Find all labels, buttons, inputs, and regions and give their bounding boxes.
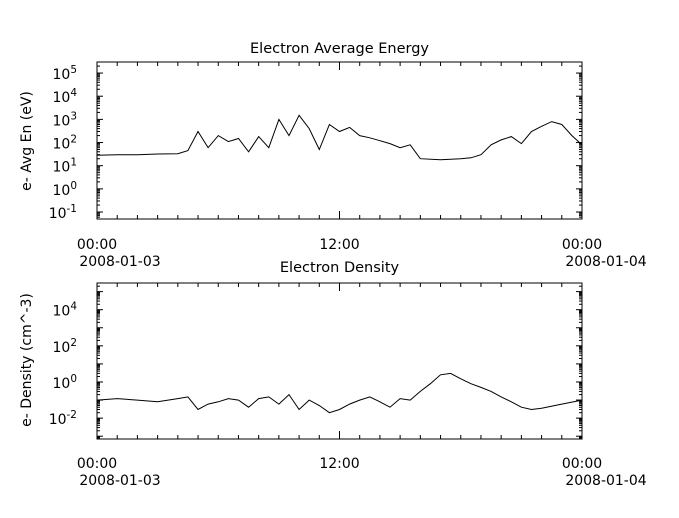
density-panel-x-tick-label-mid: 12:00 — [319, 456, 359, 472]
energy-panel-y-tick-base: 10 — [52, 113, 70, 129]
density-panel-y-tick-label: 100 — [52, 373, 77, 392]
energy-panel-x-tick-date-start: 2008-01-03 — [79, 254, 160, 270]
energy-panel-title: Electron Average Energy — [250, 41, 429, 57]
density-panel: Electron Density e- Density (cm^-3) 10-2… — [19, 260, 647, 489]
density-panel-frame — [96, 282, 583, 440]
energy-panel-x-tick-date-end: 2008-01-04 — [565, 254, 646, 270]
density-panel-y-tick-exponent: 4 — [70, 301, 77, 313]
energy-panel-x-axis — [96, 62, 583, 219]
energy-panel-y-tick-base: 10 — [52, 90, 70, 106]
energy-panel-y-tick-base: 10 — [49, 206, 67, 222]
density-series-line — [96, 372, 583, 414]
energy-panel-y-tick-label: 101 — [52, 157, 77, 176]
energy-panel-x-tick-labels: 00:00 2008-01-03 12:00 00:00 2008-01-04 — [77, 237, 647, 270]
density-panel-title: Electron Density — [280, 260, 400, 276]
energy-panel-y-tick-exponent: 0 — [70, 180, 77, 192]
energy-panel-y-tick-exponent: -1 — [67, 203, 77, 215]
energy-panel: Electron Average Energy e- Avg En (eV) 1… — [19, 41, 647, 270]
energy-panel-y-tick-exponent: 5 — [70, 64, 77, 76]
energy-panel-y-tick-base: 10 — [52, 67, 70, 83]
energy-series-line — [96, 114, 583, 161]
energy-panel-y-tick-label: 100 — [52, 180, 77, 199]
energy-panel-y-tick-exponent: 1 — [70, 157, 77, 169]
density-panel-y-tick-base: 10 — [52, 340, 70, 356]
density-panel-y-tick-base: 10 — [49, 412, 67, 428]
energy-panel-y-tick-label: 102 — [52, 134, 77, 153]
density-panel-x-tick-label-end: 00:00 — [562, 456, 602, 472]
energy-panel-ylabel: e- Avg En (eV) — [19, 91, 35, 191]
density-panel-y-tick-base: 10 — [52, 304, 70, 320]
energy-panel-x-tick-label-start: 00:00 — [77, 237, 117, 253]
energy-panel-x-tick-label-mid: 12:00 — [319, 237, 359, 253]
energy-panel-y-tick-label: 105 — [52, 64, 77, 83]
density-panel-y-tick-exponent: 2 — [70, 337, 77, 349]
energy-panel-y-tick-exponent: 2 — [70, 134, 77, 146]
density-panel-x-tick-date-start: 2008-01-03 — [79, 473, 160, 489]
energy-panel-y-tick-base: 10 — [52, 137, 70, 153]
energy-panel-y-tick-label: 104 — [52, 87, 77, 106]
density-panel-y-tick-label: 10-2 — [49, 409, 77, 428]
density-panel-y-tick-exponent: 0 — [70, 373, 77, 385]
energy-panel-y-tick-base: 10 — [52, 160, 70, 176]
density-panel-x-tick-label-start: 00:00 — [77, 456, 117, 472]
energy-panel-y-tick-base: 10 — [52, 183, 70, 199]
density-panel-y-tick-label: 104 — [52, 301, 77, 320]
energy-panel-y-tick-label: 103 — [52, 110, 77, 129]
density-panel-x-tick-labels: 00:00 2008-01-03 12:00 00:00 2008-01-04 — [77, 456, 647, 489]
energy-panel-y-tick-exponent: 3 — [70, 110, 77, 122]
energy-panel-y-tick-label: 10-1 — [49, 203, 77, 222]
energy-panel-x-tick-label-end: 00:00 — [562, 237, 602, 253]
energy-panel-y-tick-exponent: 4 — [70, 87, 77, 99]
density-panel-y-tick-label: 102 — [52, 337, 77, 356]
density-panel-y-tick-exponent: -2 — [67, 409, 77, 421]
density-panel-x-tick-date-end: 2008-01-04 — [565, 473, 646, 489]
density-panel-y-tick-base: 10 — [52, 376, 70, 392]
density-panel-x-axis — [96, 283, 583, 439]
energy-panel-frame — [96, 61, 583, 220]
density-panel-ylabel: e- Density (cm^-3) — [19, 293, 35, 427]
